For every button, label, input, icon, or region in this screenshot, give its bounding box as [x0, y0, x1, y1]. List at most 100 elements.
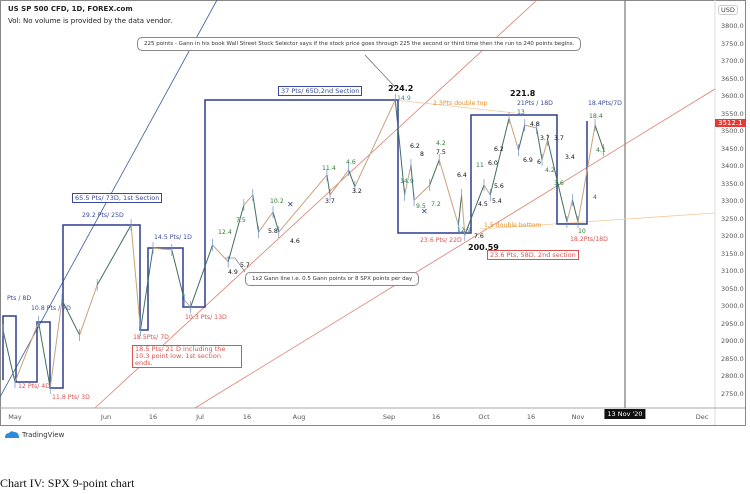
swing-segment: [571, 200, 579, 222]
swing-segment: [278, 174, 328, 233]
time-tick: 16: [148, 413, 158, 421]
chart-annotation: 4.2: [545, 167, 555, 174]
swing-segment: [354, 99, 396, 188]
chart-annotation: 14.5 Pts/ 1D: [154, 234, 192, 241]
time-tick: Nov: [571, 413, 585, 421]
price-tick: 3700.0: [721, 57, 744, 66]
figure-caption: Chart IV: SPX 9-point chart: [0, 476, 135, 490]
swing-segment: [394, 99, 406, 195]
price-tick: 2850.0: [721, 354, 744, 363]
chart-annotation: 4.1: [596, 147, 606, 154]
currency-label[interactable]: USD: [718, 5, 738, 15]
swing-segment: [508, 118, 519, 151]
x-marker-icon[interactable]: ✕: [287, 200, 294, 209]
swing-segment: [190, 244, 214, 308]
swing-segment: [429, 159, 440, 186]
double-bottom-line[interactable]: [479, 212, 716, 230]
chart-annotation: 9.5: [416, 203, 426, 210]
chart-annotation: 6.9: [523, 157, 533, 164]
swing-line-group: [2, 93, 605, 394]
lower-gann-line[interactable]: [194, 88, 716, 409]
chart-annotation: 4.6: [290, 238, 300, 245]
swing-segment: [461, 194, 466, 235]
price-tick: 3050.0: [721, 284, 744, 293]
swing-segment: [566, 200, 573, 222]
chart-annotation: 6.2: [494, 146, 504, 153]
price-tick: 3200.0: [721, 232, 744, 241]
price-tick: 3650.0: [721, 74, 744, 83]
chart-annotation: 3.6: [554, 180, 564, 187]
price-chart-svg[interactable]: ✕ ✕: [0, 0, 750, 430]
time-tick: Jun: [100, 413, 112, 421]
chart-annotation: 10.8 Pts / 7D: [31, 305, 71, 312]
swing-segment: [272, 211, 280, 233]
swing-segment: [130, 224, 141, 331]
chart-annotation: 5.8: [268, 228, 278, 235]
chart-annotation: 11: [476, 162, 484, 169]
price-tick: 3750.0: [721, 39, 744, 48]
chart-annotation: 12 Pts/ 4D: [18, 383, 50, 390]
tradingview-cloud-icon: [5, 431, 19, 438]
label-first-section-end: 18.5 Pts/ 21 D including the 10.3 point …: [132, 345, 242, 368]
swing-segment: [547, 139, 568, 222]
swing-segment: [326, 174, 331, 195]
chart-annotation: 3.7: [325, 198, 335, 205]
swing-segment: [438, 159, 459, 226]
chart-annotation: 5.7: [240, 262, 250, 269]
swing-segment: [258, 211, 274, 233]
chart-annotation: 11.8 Pts/ 3D: [52, 394, 90, 401]
swing-segment: [227, 204, 245, 262]
x-marker-icon[interactable]: ✕: [421, 207, 428, 216]
volume-note: Vol: No volume is provided by the data v…: [8, 17, 173, 25]
price-tick: 3350.0: [721, 179, 744, 188]
time-tick: Jul: [196, 413, 204, 421]
swing-boxes[interactable]: [2, 99, 588, 389]
time-tick: Dec: [695, 413, 709, 421]
chart-annotation: 14.9: [400, 178, 414, 185]
swing-segment: [517, 125, 526, 151]
chart-annotation: 10.3 Pts/ 13D: [185, 314, 227, 321]
swing-segment: [61, 299, 81, 336]
swing-segment: [329, 169, 350, 196]
chart-annotation: 6.2: [410, 143, 420, 150]
chart-annotation: 18.4: [589, 113, 603, 120]
chart-annotation: 10: [578, 228, 586, 235]
chart-annotation: 11.4: [322, 165, 336, 172]
tradingview-logo-text: TradingView: [22, 430, 65, 439]
chart-annotation: 4: [593, 194, 597, 201]
swing-segment: [483, 184, 491, 196]
chart-annotation: 7.5: [436, 149, 446, 156]
swing-segment: [252, 194, 260, 233]
chart-annotation: 10.2: [270, 198, 284, 205]
swing-segment: [49, 299, 63, 389]
chart-annotation: 200.59: [468, 243, 499, 252]
price-tick: 2800.0: [721, 372, 744, 381]
swing-segment: [171, 249, 185, 301]
chart-annotation: 4.6: [346, 159, 356, 166]
chart-annotation: 5.6: [494, 183, 504, 190]
swing-segment: [243, 194, 254, 206]
chart-annotation: 221.8: [510, 89, 536, 98]
callout-gann-225: 225 points - Gann in his book Wall Stree…: [137, 37, 582, 51]
chart-area[interactable]: ✕ ✕ US SP 500 CFD, 1D, FOREX.com Vol: No…: [0, 0, 750, 430]
swing-segment: [464, 184, 485, 236]
label-second-section: 37 Pts/ 65D,2nd Section: [278, 86, 363, 96]
gann-1x2-line[interactable]: [94, 0, 538, 409]
swing-segment: [14, 321, 39, 383]
double-top-line[interactable]: [394, 99, 516, 114]
swing-segment: [524, 124, 537, 129]
tradingview-logo[interactable]: TradingView: [4, 430, 64, 439]
swing-segment: [594, 125, 605, 151]
chart-annotation: 6.0: [488, 160, 498, 167]
price-tick: 3600.0: [721, 92, 744, 101]
chart-annotation: 6.4: [457, 172, 467, 179]
swing-segment: [348, 169, 356, 188]
swing-segment: [37, 322, 51, 389]
chart-annotation: 224.2: [388, 84, 414, 93]
chart-annotation: 12.9: [457, 227, 471, 234]
swing-segment: [457, 194, 463, 226]
chart-frame: [0, 0, 746, 426]
chart-annotation: 13: [517, 109, 525, 116]
time-tick: 16: [431, 413, 441, 421]
swing-segment: [536, 127, 543, 160]
